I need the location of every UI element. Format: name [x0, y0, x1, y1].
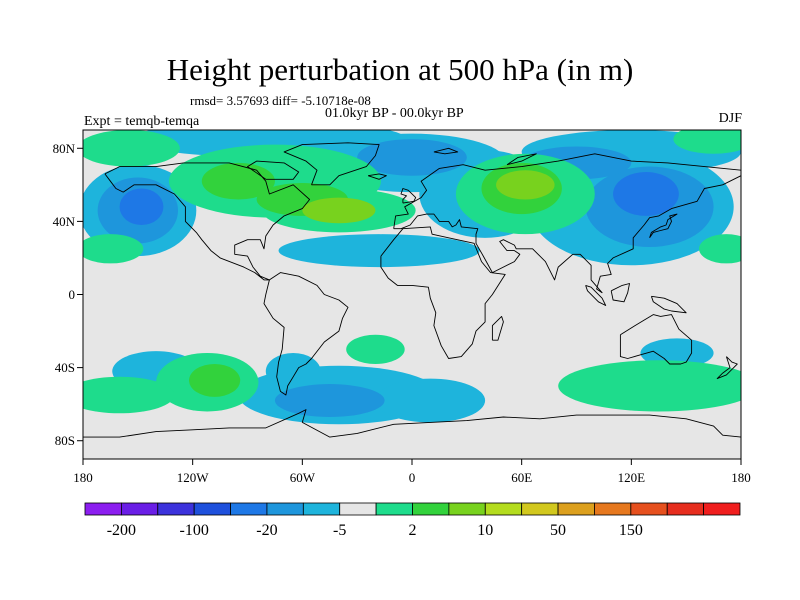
x-tick-label: 0 — [409, 470, 416, 485]
colorbar-label: 150 — [619, 522, 643, 539]
contour-region — [640, 338, 714, 368]
contour-region — [302, 197, 376, 224]
field-blue — [119, 172, 679, 226]
colorbar-label: 10 — [477, 522, 493, 539]
y-axis: 80N 40N 0 40S 80S — [53, 141, 83, 448]
colorbar-swatch — [84, 502, 122, 516]
coastline-eurasia — [393, 153, 741, 294]
coastline-novaya-zemlya — [506, 153, 537, 166]
coastline-japan — [649, 213, 678, 239]
contour-region — [346, 334, 405, 364]
coastline-africa — [380, 226, 506, 359]
x-tick-label: 60E — [511, 470, 532, 485]
contour-region — [265, 352, 321, 390]
colorbar-swatch — [521, 502, 559, 516]
coastline-borneo — [610, 283, 630, 303]
colorbar-swatch — [230, 502, 268, 516]
colorbar-swatch — [703, 502, 741, 516]
colorbar-swatch — [630, 502, 668, 516]
colorbar-label: -100 — [180, 522, 209, 539]
coastline-new-zealand — [716, 356, 738, 380]
field-yellow-green — [302, 170, 555, 224]
contour-region — [274, 384, 385, 417]
season-label: DJF — [718, 111, 742, 126]
colorbar-swatch — [157, 502, 195, 516]
x-tick-label: 180 — [73, 470, 93, 485]
contour-region — [357, 139, 467, 176]
colorbar-label: 2 — [409, 522, 417, 539]
colorbar-label: 50 — [550, 522, 566, 539]
colorbar-label: -20 — [256, 522, 277, 539]
colorbar-swatch — [120, 502, 159, 516]
coastline-antarctica — [83, 409, 741, 438]
colorbar-swatch — [557, 502, 595, 516]
colorbar-swatch — [375, 502, 413, 516]
y-tick-label: 40N — [53, 214, 76, 229]
contour-region — [83, 130, 180, 167]
colorbar-swatch — [193, 502, 231, 516]
y-tick-label: 0 — [69, 287, 76, 302]
contour-region — [119, 188, 164, 226]
contour-region — [698, 234, 741, 264]
coastline-iceland — [367, 173, 387, 180]
coastline-uk — [400, 188, 417, 204]
colorbar-label: -200 — [107, 522, 136, 539]
colorbar-label: -5 — [333, 522, 346, 539]
contour-region — [189, 363, 241, 397]
colorbar-swatch — [448, 502, 486, 516]
coastline-australia — [619, 314, 693, 365]
colorbar-swatch — [594, 502, 632, 516]
coastline-new-guinea — [650, 295, 687, 314]
y-tick-label: 80S — [55, 433, 75, 448]
coastline-greenland — [283, 142, 380, 186]
colorbar-swatch — [412, 502, 450, 516]
coastline-south-america — [263, 272, 349, 396]
y-tick-label: 80N — [53, 141, 76, 156]
x-tick-label: 120E — [618, 470, 646, 485]
rmsd-stats: rmsd= 3.57693 diff= -5.10718e-08 — [190, 93, 371, 108]
contour-region — [278, 234, 480, 268]
map-title: Height perturbation at 500 hPa (in m) — [166, 52, 634, 87]
colorbar: -200 -100 -20 -5 2 10 50 150 — [84, 502, 741, 539]
contour-fields — [83, 130, 741, 425]
coastline-baffin — [247, 160, 300, 180]
colorbar-swatch — [339, 502, 377, 516]
coastline-north-america — [104, 162, 311, 281]
coastline-svalbard — [433, 147, 459, 155]
contour-region — [558, 360, 741, 412]
contour-region — [83, 376, 175, 414]
x-axis: 180 120W 60W 0 60E 120E 180 — [73, 459, 751, 485]
contour-region — [201, 162, 275, 200]
contour-region — [83, 234, 144, 264]
x-tick-label: 60W — [290, 470, 316, 485]
colorbar-swatch — [302, 502, 341, 516]
x-tick-label: 120W — [177, 470, 210, 485]
x-tick-label: 180 — [731, 470, 751, 485]
contour-region — [673, 130, 741, 154]
coastline-sumatra — [585, 284, 607, 306]
colorbar-swatch — [666, 502, 705, 516]
coastline-madagascar — [491, 315, 504, 341]
contour-region — [375, 378, 486, 423]
contour-region — [496, 170, 555, 200]
coastlines — [83, 142, 741, 438]
colorbar-swatch — [484, 502, 523, 516]
contour-region — [613, 172, 679, 216]
y-tick-label: 40S — [55, 360, 75, 375]
colorbar-swatch — [266, 502, 304, 516]
experiment-label: Expt = temqb-temqa — [84, 114, 200, 129]
period-label: 01.0kyr BP - 00.0kyr BP — [325, 106, 464, 121]
